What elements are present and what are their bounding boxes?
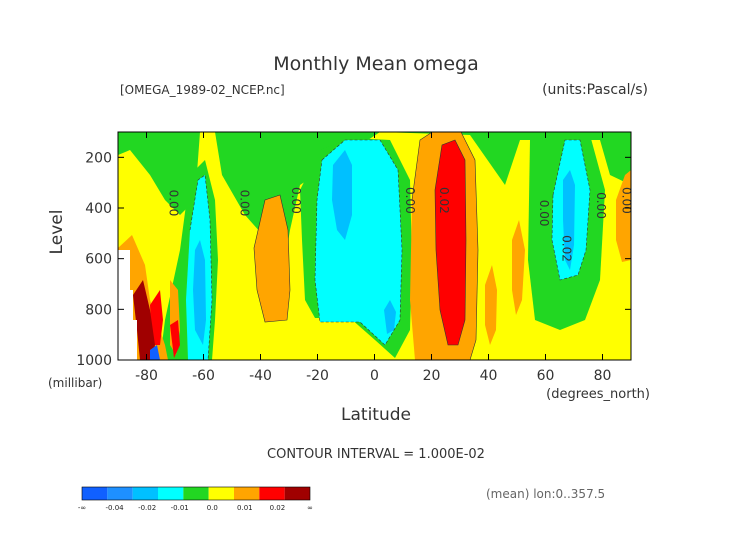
contour-blue-south	[193, 240, 206, 345]
x-unit-label: (degrees_north)	[546, 387, 650, 402]
colorbar-label: -0.02	[138, 504, 156, 512]
contour-red-south	[150, 290, 163, 345]
colorbar-swatch	[259, 487, 285, 500]
colorbar-swatch	[82, 487, 108, 500]
colorbar-label: -0.01	[171, 504, 189, 512]
contour-label: 0.02	[437, 187, 451, 214]
contour-orange-mid	[254, 195, 290, 322]
contour-orange-n1	[485, 265, 497, 345]
colorbar-swatch	[107, 487, 133, 500]
x-tick-label: 60	[537, 368, 555, 384]
contour-blue-eq2	[384, 300, 396, 334]
dashed-contour-2	[551, 139, 591, 281]
x-tick-label: 40	[480, 368, 498, 384]
units-label: (units:Pascal/s)	[542, 82, 648, 98]
y-tick-label: 800	[85, 302, 112, 318]
contour-field: 0.00 0.00 0.00 0.00 0.02 0.00 0.02 0.00 0.00	[118, 132, 633, 360]
axis-ticks: -80 -60 -40 -20 0 20 40 60 80 200 400 600 800 1000	[76, 132, 631, 384]
y-tick-label: 200	[85, 150, 112, 166]
x-tick-label: 80	[594, 368, 612, 384]
x-tick-label: -60	[192, 368, 215, 384]
contour-green-top	[118, 132, 631, 260]
contour-label: 0.00	[619, 187, 633, 214]
chart-title: Monthly Mean omega	[273, 53, 478, 75]
x-tick-label: -80	[135, 368, 158, 384]
dashed-contour-1	[314, 139, 403, 346]
y-tick-label: 400	[85, 201, 112, 217]
contour-orange-n2	[512, 220, 525, 315]
colorbar-swatch	[132, 487, 158, 500]
contour-orange-n3	[616, 170, 631, 262]
contour-interval: CONTOUR INTERVAL = 1.000E-02	[267, 447, 485, 462]
missing-data	[118, 250, 137, 360]
colorbar-label: -0.04	[106, 504, 125, 512]
colorbar-label: -∞	[78, 504, 86, 512]
solid-contour-2	[434, 139, 467, 346]
colorbar-swatch	[158, 487, 184, 500]
contour-label: 0.00	[238, 190, 252, 217]
contour-blue-bottom	[150, 345, 160, 360]
contour-labels: 0.00 0.00 0.00 0.00 0.02 0.00 0.02 0.00 0.00	[166, 187, 633, 262]
y-axis-label: Level	[47, 210, 67, 255]
contour-label: 0.02	[560, 235, 574, 262]
contour-blue-eq	[332, 150, 352, 240]
dashed-contour-3	[189, 174, 213, 360]
footnote: (mean) lon:0..357.5	[486, 487, 605, 501]
contour-red-main	[435, 140, 466, 345]
x-axis-label: Latitude	[341, 405, 411, 425]
x-tick-label: 0	[370, 368, 379, 384]
contour-red-south2	[170, 320, 180, 358]
contour-label: 0.00	[594, 192, 608, 219]
colorbar-swatch	[208, 487, 234, 500]
y-tick-label: 1000	[76, 353, 112, 369]
colorbar-frame	[81, 486, 311, 501]
colorbar: -∞ -0.04 -0.02 -0.01 0.0 0.01 0.02 ∞	[78, 486, 313, 512]
contour-label: 0.00	[537, 200, 551, 227]
x-tick-label: 20	[423, 368, 441, 384]
colorbar-swatch	[284, 487, 310, 500]
colorbar-label: ∞	[307, 504, 313, 512]
x-tick-label: -40	[249, 368, 272, 384]
solid-contour-1	[411, 132, 479, 360]
contour-darkred-south	[133, 280, 155, 360]
contour-label: 0.00	[403, 187, 417, 214]
contour-label: 0.00	[289, 187, 303, 214]
file-label: [OMEGA_1989-02_NCEP.nc]	[120, 83, 285, 97]
solid-contour-3	[253, 194, 291, 323]
contour-label: 0.00	[166, 190, 180, 217]
colorbar-label: 0.02	[270, 504, 286, 512]
x-tick-label: -20	[306, 368, 329, 384]
y-unit-label: (millibar)	[48, 376, 102, 390]
contour-blue-north	[563, 170, 575, 270]
y-tick-label: 600	[85, 252, 112, 268]
colorbar-label: 0.01	[237, 504, 253, 512]
colorbar-label: 0.0	[207, 504, 218, 512]
colorbar-swatch	[183, 487, 209, 500]
colorbar-swatch	[234, 487, 260, 500]
